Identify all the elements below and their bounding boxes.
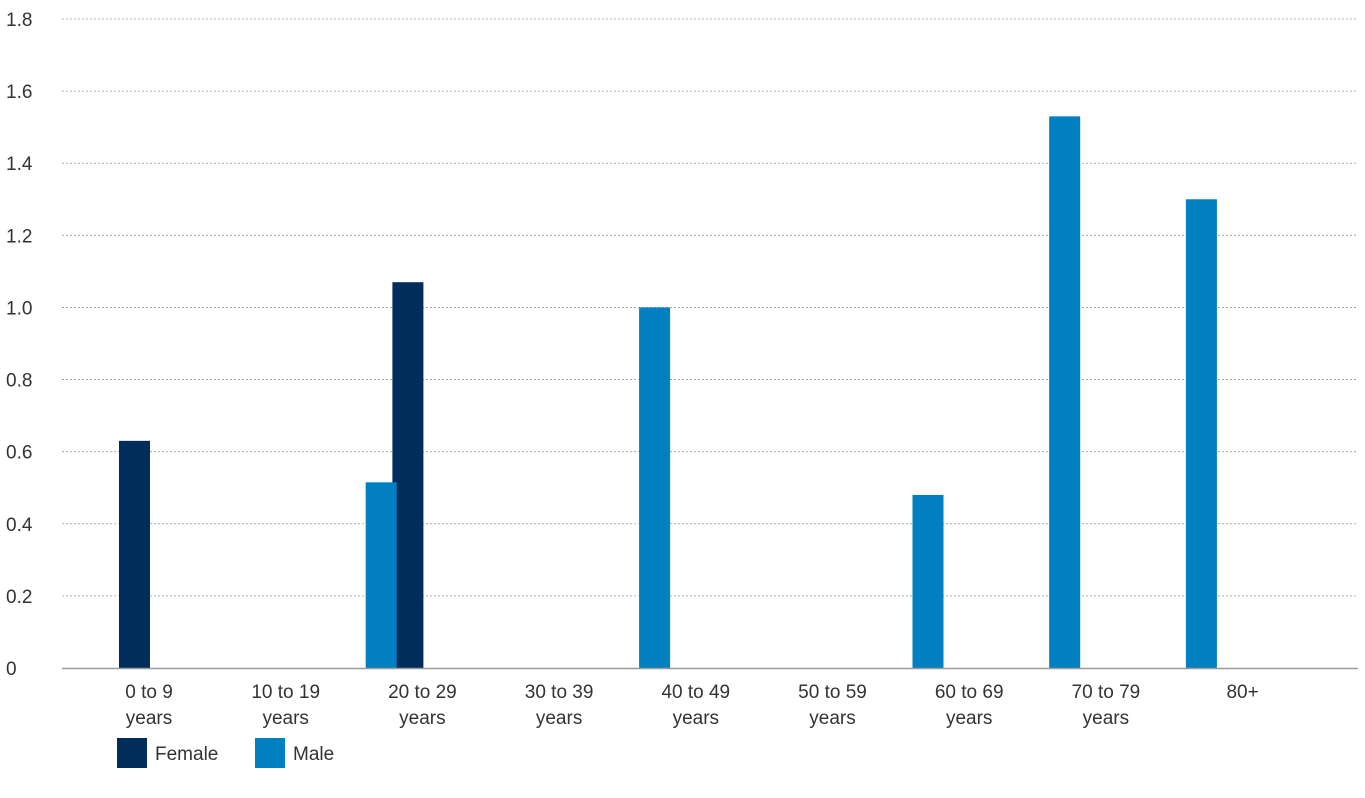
x-category-label: years xyxy=(262,708,308,729)
y-tick-label: 0.6 xyxy=(6,443,32,464)
x-category-label: years xyxy=(946,708,992,729)
x-category-label: 10 to 19 xyxy=(251,682,320,703)
y-tick-label: 0.8 xyxy=(6,371,32,392)
bar-female xyxy=(119,440,150,668)
x-category-label: 0 to 9 xyxy=(125,682,173,703)
legend-label-male: Male xyxy=(293,744,334,765)
legend-swatch-female xyxy=(117,738,147,768)
x-category-label: years xyxy=(673,708,719,729)
x-category-label: 20 to 29 xyxy=(388,682,457,703)
bar-female xyxy=(392,282,424,668)
y-axis-tick-labels: 0 0.2 0.4 0.6 0.8 1.0 1.2 1.4 1.6 1.8 xyxy=(6,10,33,680)
y-tick-label: 0 xyxy=(6,659,17,680)
y-tick-label: 1.8 xyxy=(6,10,32,31)
x-category-label: years xyxy=(1083,708,1129,729)
bar-male xyxy=(912,494,944,668)
bar-male xyxy=(1049,116,1081,669)
x-category-label: 50 to 59 xyxy=(798,682,867,703)
bar-male xyxy=(639,307,671,668)
x-category-label: years xyxy=(536,708,582,729)
bars xyxy=(119,116,1217,669)
bar-male xyxy=(365,482,397,668)
gridlines xyxy=(62,18,1358,597)
y-tick-label: 1.2 xyxy=(6,226,32,247)
x-category-label: 70 to 79 xyxy=(1072,682,1141,703)
y-tick-label: 1.0 xyxy=(6,298,32,319)
bar-male xyxy=(1185,199,1217,668)
legend-label-female: Female xyxy=(155,744,218,765)
x-category-label: 80+ xyxy=(1226,682,1258,703)
x-category-label: 30 to 39 xyxy=(525,682,594,703)
y-tick-label: 0.4 xyxy=(6,515,33,536)
x-category-label: years xyxy=(399,708,445,729)
x-axis-category-labels: 0 to 9 years 10 to 19 years 20 to 29 years 30 … xyxy=(125,682,1258,729)
y-tick-label: 1.6 xyxy=(6,82,32,103)
y-tick-label: 1.4 xyxy=(6,154,33,175)
x-category-label: 40 to 49 xyxy=(661,682,730,703)
legend: Female Male xyxy=(117,738,334,768)
x-category-label: years xyxy=(126,708,172,729)
x-category-label: 60 to 69 xyxy=(935,682,1004,703)
y-tick-label: 0.2 xyxy=(6,587,32,608)
legend-swatch-male xyxy=(255,738,285,768)
x-category-label: years xyxy=(809,708,855,729)
